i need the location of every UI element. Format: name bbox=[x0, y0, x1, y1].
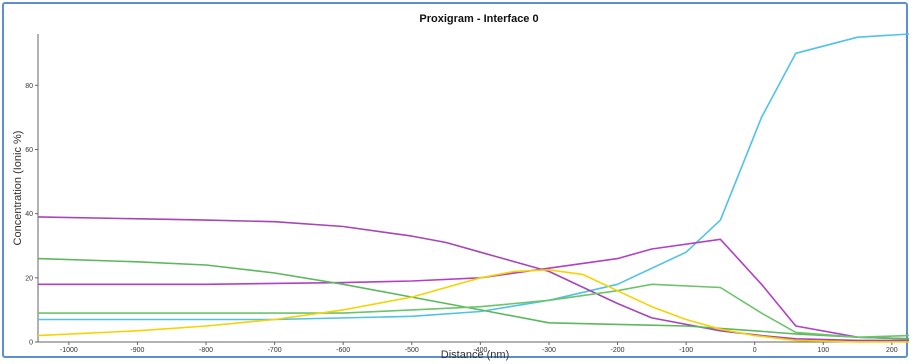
series-line-6 bbox=[37, 268, 909, 343]
x-tick-label: -600 bbox=[336, 347, 350, 354]
y-tick-label: 60 bbox=[25, 147, 33, 154]
x-tick-label: -900 bbox=[130, 347, 144, 354]
x-tick-label: -700 bbox=[268, 347, 282, 354]
x-tick-label: -300 bbox=[542, 347, 556, 354]
series-lines bbox=[37, 33, 910, 343]
series-line-2 bbox=[37, 216, 909, 342]
x-tick-label: 200 bbox=[886, 347, 898, 354]
y-tick-label: 80 bbox=[25, 83, 33, 90]
chart-title: Proxigram - Interface 0 bbox=[419, 13, 538, 25]
x-tick-label: -400 bbox=[473, 347, 487, 354]
series-line-4 bbox=[37, 257, 910, 340]
series-line-1 bbox=[38, 33, 910, 321]
x-tick-label: -500 bbox=[405, 347, 419, 354]
chart-frame bbox=[2, 2, 908, 358]
y-tick-label: 20 bbox=[25, 275, 33, 282]
x-tick-label: -1000 bbox=[60, 347, 78, 354]
x-tick-label: 100 bbox=[817, 347, 829, 354]
y-axis-label: Concentration (Ionic %) bbox=[12, 131, 24, 246]
axes: -1000 -900 -800 -700 -600 -500 -400 -300 -200 -10… bbox=[25, 34, 909, 354]
x-tick-label: -100 bbox=[679, 347, 693, 354]
series-line-3 bbox=[38, 238, 910, 340]
x-tick-label: 0 bbox=[753, 347, 757, 354]
x-tick-label: -200 bbox=[611, 347, 625, 354]
x-tick-label: -800 bbox=[199, 347, 213, 354]
y-tick-label: 0 bbox=[29, 340, 33, 347]
y-tick-label: 40 bbox=[25, 211, 33, 218]
x-axis-label: Distance (nm) bbox=[441, 349, 509, 361]
